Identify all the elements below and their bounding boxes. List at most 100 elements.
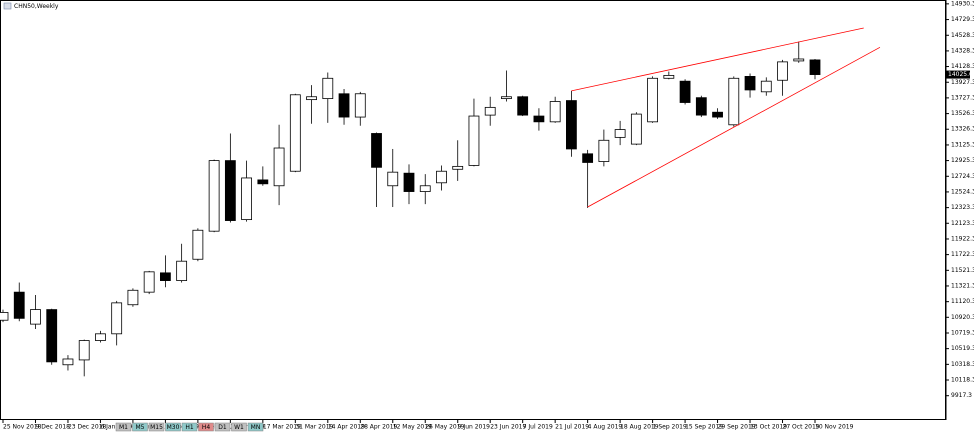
x-tick-label: 10 Nov 2019	[815, 424, 854, 431]
y-tick-label: 13526.3	[951, 110, 974, 117]
candle-body	[127, 289, 139, 306]
period-button-label[interactable]: H4	[202, 424, 211, 431]
x-tick-label: 4 Aug 2019	[588, 424, 623, 431]
y-tick-label: 13326.3	[951, 126, 974, 133]
candle-body	[647, 77, 658, 123]
x-tick-label: 13 Oct 2019	[750, 424, 787, 431]
period-button-label[interactable]: W1	[234, 424, 244, 431]
x-tick-label: 14 Apr 2019	[328, 424, 365, 431]
y-tick-label: 12123.3	[951, 220, 974, 227]
candle-body	[793, 58, 805, 62]
period-button-label[interactable]: H1	[185, 424, 194, 431]
candle-body	[192, 229, 204, 260]
y-tick-label: 13927.3	[951, 79, 974, 86]
period-button-label[interactable]: M5	[136, 424, 145, 431]
candle-body	[338, 93, 350, 118]
period-button[interactable]	[115, 422, 132, 432]
period-button-label[interactable]: M30	[167, 424, 180, 431]
trendline	[587, 46, 881, 208]
candle-body	[371, 133, 382, 168]
y-tick-label: 10519.3	[951, 345, 974, 352]
plot-frame	[0, 0, 946, 420]
candle-body	[257, 179, 269, 185]
chart-title: CHN50,Weekly	[14, 3, 59, 10]
y-tick-label: 14528.3	[951, 32, 974, 39]
y-tick-label: 14729.3	[951, 16, 974, 23]
x-tick-label: 29 Sep 2019	[718, 424, 756, 431]
y-tick-label: 11722.3	[951, 251, 974, 258]
x-tick-label: 1 Sep 2019	[653, 424, 687, 431]
x-tick-label: 9 Jun 2019	[458, 424, 490, 431]
period-button[interactable]	[214, 422, 231, 432]
candle-body	[159, 272, 171, 281]
candle-body	[273, 147, 285, 187]
period-button[interactable]	[231, 422, 247, 432]
x-tick-label: 15 Sep 2019	[685, 424, 723, 431]
y-tick-label: 12925.3	[951, 157, 974, 164]
y-tick-label: 12724.3	[951, 173, 974, 180]
x-tick-label: 9 Dec 2018	[35, 424, 70, 431]
x-tick-label: 18 Aug 2019	[620, 424, 659, 431]
candle-body	[744, 76, 756, 91]
candle-body	[241, 177, 253, 221]
x-tick-label: 28 Apr 2019	[360, 424, 397, 431]
y-tick-label: 10318.3	[951, 361, 974, 368]
y-tick-label: 13727.3	[951, 94, 974, 101]
candle-body	[614, 129, 626, 138]
x-tick-label: 23 Jun 2019	[490, 424, 526, 431]
y-tick-label: 9917.3	[951, 392, 972, 399]
x-tick-label: 27 Oct 2019	[783, 424, 820, 431]
period-button-label[interactable]: M15	[150, 424, 163, 431]
candle-body	[663, 74, 675, 79]
candle-body	[598, 139, 610, 162]
candle-body	[289, 94, 301, 172]
period-button[interactable]	[165, 422, 181, 432]
period-button[interactable]	[132, 422, 148, 432]
candle-body	[728, 77, 740, 126]
candle-body	[403, 172, 415, 192]
candle-body	[208, 160, 220, 232]
period-button[interactable]	[247, 422, 264, 432]
candle-body	[30, 309, 41, 325]
candle-body	[322, 77, 334, 100]
candle-body	[111, 302, 123, 335]
x-tick-label: 31 Mar 2019	[295, 424, 333, 431]
y-tick-label: 12323.3	[951, 204, 974, 211]
candle-body	[695, 97, 707, 116]
candle-body	[760, 80, 772, 93]
candle-body	[46, 309, 58, 363]
y-tick-label: 11521.3	[951, 267, 974, 274]
candle-body	[679, 80, 691, 103]
y-tick-label: 10920.3	[951, 314, 974, 321]
x-tick-label: 3 Mar 2019	[230, 424, 264, 431]
candle-body	[176, 260, 188, 281]
candle-body	[566, 100, 577, 150]
y-tick-label: 13125.3	[951, 141, 974, 148]
y-tick-label: 10118.3	[951, 376, 974, 383]
candle-body	[224, 160, 236, 221]
candle-body	[306, 96, 317, 101]
candle-body	[533, 115, 545, 123]
candle-body	[354, 93, 366, 118]
x-tick-label: 25 Nov 2018	[3, 424, 42, 431]
candle-body	[78, 340, 90, 361]
candle-body	[517, 96, 529, 116]
period-button-label[interactable]: MN	[251, 424, 261, 431]
period-button-label[interactable]: M1	[119, 424, 128, 431]
candle-body	[0, 312, 9, 321]
y-tick-label: 12524.3	[951, 188, 974, 195]
candle-body	[13, 291, 25, 319]
candle-body	[582, 153, 594, 163]
x-tick-label: 7 Jul 2019	[523, 424, 553, 431]
period-button[interactable]	[198, 422, 214, 432]
candle-body	[419, 185, 431, 192]
period-button-label[interactable]: D1	[218, 424, 227, 431]
period-button[interactable]	[181, 422, 198, 432]
x-tick-label: 26 May 2019	[425, 424, 464, 431]
x-tick-label: 17 Mar 2019	[263, 424, 301, 431]
period-button[interactable]	[148, 422, 165, 432]
y-tick-label: 11120.3	[951, 298, 974, 305]
candle-body	[809, 59, 821, 75]
window-icon	[3, 2, 12, 10]
